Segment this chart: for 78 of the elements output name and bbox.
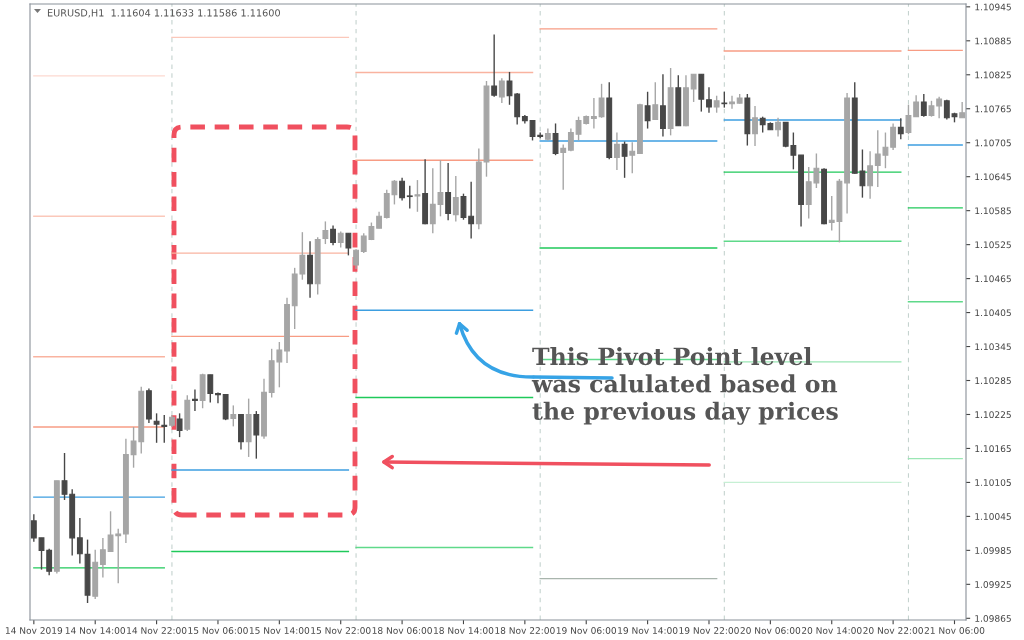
candlestick <box>99 537 106 579</box>
chart-title: EURUSD,H1 1.11604 1.11633 1.11586 1.11600 <box>47 9 280 18</box>
x-tick-label: 21 Nov 06:00 <box>924 627 985 634</box>
candlestick <box>590 97 597 130</box>
y-tick-label: 1.10765 <box>975 105 1011 113</box>
candlestick <box>322 220 329 245</box>
x-tick-label: 19 Nov 22:00 <box>679 627 739 634</box>
candlestick <box>629 141 636 174</box>
y-tick-label: 1.10285 <box>975 377 1011 385</box>
y-tick-label: 1.09985 <box>975 547 1011 554</box>
x-tick-label: 19 Nov 14:00 <box>618 627 678 634</box>
y-tick-label: 1.10825 <box>975 71 1011 79</box>
x-tick-label: 20 Nov 22:00 <box>863 627 923 634</box>
candlestick <box>560 143 567 191</box>
candlestick <box>644 91 651 130</box>
y-tick-label: 1.10885 <box>975 37 1011 45</box>
candlestick <box>752 105 758 147</box>
y-tick-label: 1.10465 <box>975 275 1011 283</box>
x-tick-label: 18 Nov 14:00 <box>434 627 494 634</box>
y-tick-label: 1.10165 <box>975 445 1011 453</box>
candlestick <box>207 374 214 404</box>
candlestick <box>215 391 221 404</box>
candlestick <box>445 162 452 221</box>
x-tick-label: 19 Nov 06:00 <box>556 627 617 634</box>
y-tick-label: 1.10945 <box>975 3 1011 11</box>
x-tick-label: 15 Nov 06:00 <box>188 627 248 634</box>
candlestick <box>867 150 874 200</box>
x-tick-label: 20 Nov 06:00 <box>740 627 801 634</box>
candlestick <box>406 185 413 210</box>
x-tick-label: 14 Nov 22:00 <box>127 627 187 634</box>
y-tick-label: 1.09865 <box>975 615 1011 622</box>
candlestick <box>913 94 920 118</box>
candlestick <box>399 177 406 202</box>
candlestick <box>598 83 605 119</box>
candlestick <box>613 131 620 171</box>
candlestick <box>414 179 421 213</box>
candlestick <box>491 33 498 98</box>
candlestick <box>230 404 237 428</box>
candlestick <box>192 388 198 412</box>
candlestick <box>452 175 459 223</box>
y-tick-label: 1.10645 <box>975 173 1011 181</box>
candlestick <box>253 410 260 460</box>
candlestick <box>76 517 83 565</box>
candlestick <box>498 77 505 104</box>
candlestick <box>153 412 160 444</box>
candlestick <box>690 73 697 103</box>
candlestick <box>330 224 336 246</box>
candlestick <box>897 117 904 141</box>
y-tick-label: 1.10705 <box>975 139 1011 147</box>
candlestick <box>552 122 559 156</box>
x-tick-label: 14 Nov 14:00 <box>65 627 126 634</box>
candlestick <box>890 122 897 151</box>
candlestick <box>729 95 735 110</box>
candlestick <box>905 104 912 135</box>
candlestick <box>176 412 183 438</box>
y-tick-label: 1.10585 <box>975 207 1011 215</box>
x-tick-label: 18 Nov 06:00 <box>372 627 432 634</box>
y-tick-label: 1.10105 <box>975 479 1011 486</box>
x-tick-label: 14 Nov 2019 <box>5 627 63 634</box>
candlestick <box>353 248 359 270</box>
candlestick <box>345 232 352 257</box>
x-tick-label: 15 Nov 22:00 <box>311 627 371 634</box>
candlestick <box>920 93 927 118</box>
y-tick-label: 1.10345 <box>975 343 1011 351</box>
y-tick-label: 1.10405 <box>975 309 1011 317</box>
candlestick <box>775 117 781 138</box>
x-tick-label: 15 Nov 14:00 <box>249 627 310 634</box>
candlestick <box>660 73 666 138</box>
x-tick-label: 18 Nov 22:00 <box>495 627 555 634</box>
y-tick-label: 1.10045 <box>975 513 1011 520</box>
candlestick <box>706 86 712 114</box>
y-tick-label: 1.10225 <box>975 411 1011 419</box>
x-tick-label: 20 Nov 14:00 <box>801 627 862 634</box>
candlestick <box>652 81 659 121</box>
y-tick-label: 1.09925 <box>975 581 1011 588</box>
candlestick <box>621 140 628 179</box>
candlestick <box>161 414 168 444</box>
y-tick-label: 1.10525 <box>975 241 1011 249</box>
